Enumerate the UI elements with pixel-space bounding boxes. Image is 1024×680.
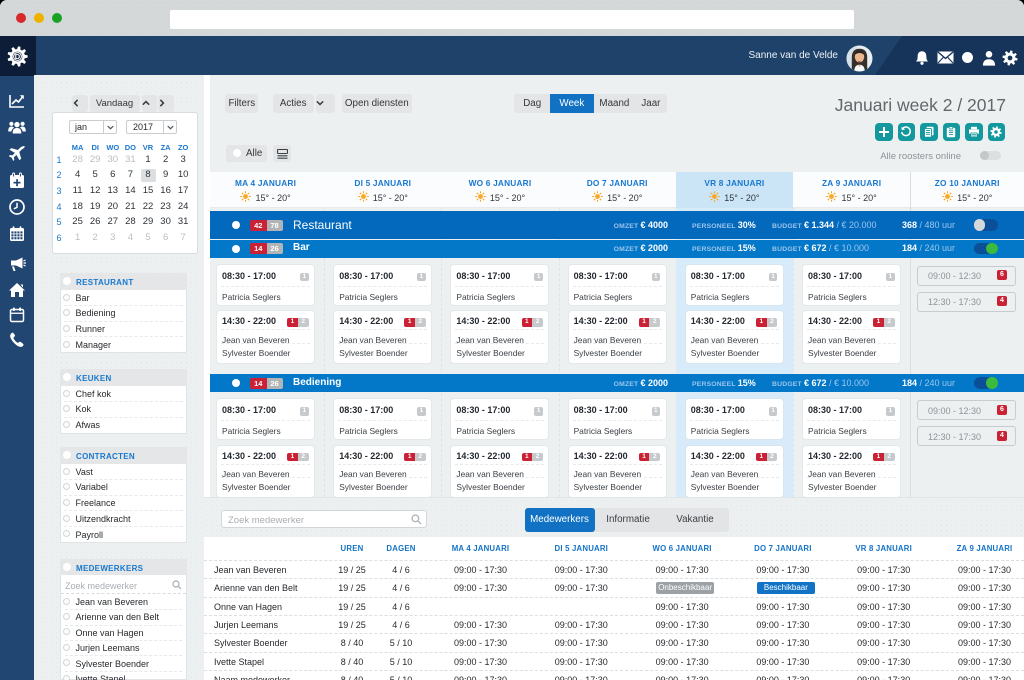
svg-text:D: D [15,52,21,61]
